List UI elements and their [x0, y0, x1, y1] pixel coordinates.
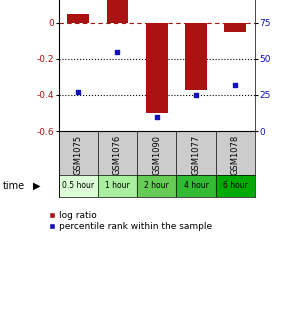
Bar — [107, 0, 128, 23]
Text: GSM1077: GSM1077 — [192, 134, 200, 175]
Text: GSM1078: GSM1078 — [231, 134, 240, 175]
Bar — [216, 175, 255, 197]
Text: 4 hour: 4 hour — [184, 181, 208, 190]
Text: 6 hour: 6 hour — [223, 181, 248, 190]
Legend: log ratio, percentile rank within the sample: log ratio, percentile rank within the sa… — [48, 211, 212, 232]
Text: time: time — [3, 181, 25, 191]
Bar — [146, 23, 168, 113]
Point — [194, 92, 198, 98]
Text: 1 hour: 1 hour — [105, 181, 130, 190]
Text: 0.5 hour: 0.5 hour — [62, 181, 94, 190]
Bar — [59, 175, 98, 197]
Bar — [67, 14, 89, 23]
Bar — [224, 23, 246, 32]
Text: GSM1075: GSM1075 — [74, 134, 83, 175]
Point — [233, 82, 238, 87]
Bar — [137, 175, 176, 197]
Text: 2 hour: 2 hour — [144, 181, 169, 190]
Bar — [176, 175, 216, 197]
Text: GSM1090: GSM1090 — [152, 134, 161, 174]
Text: ▶: ▶ — [33, 181, 40, 191]
Bar — [98, 175, 137, 197]
Bar — [185, 23, 207, 89]
Point — [76, 89, 81, 95]
Point — [154, 114, 159, 119]
Text: GSM1076: GSM1076 — [113, 134, 122, 175]
Point — [115, 49, 120, 54]
